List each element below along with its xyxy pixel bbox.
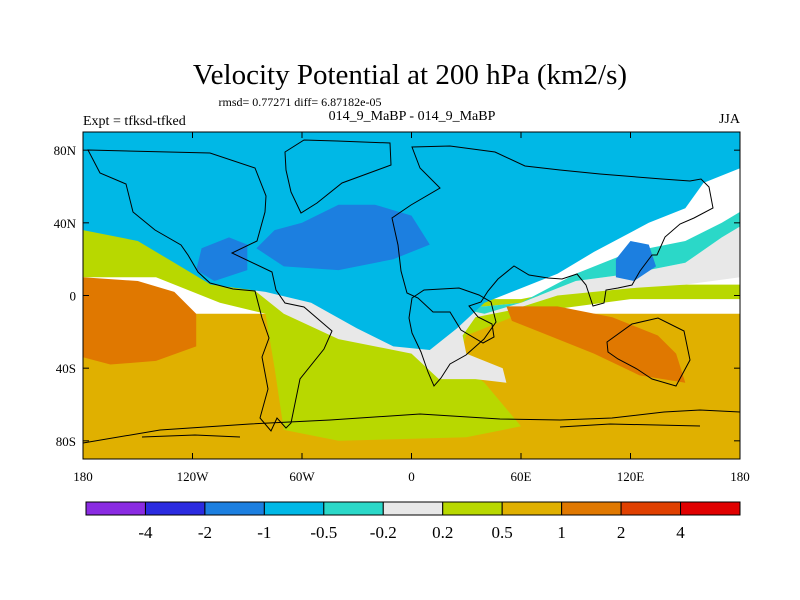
colorbar-swatch-10 bbox=[680, 501, 741, 516]
chart-title: Velocity Potential at 200 hPa (km2/s) bbox=[193, 59, 627, 91]
colorbar-label-6: 0.5 bbox=[492, 523, 513, 542]
y-tick-label-0: 80N bbox=[54, 143, 77, 158]
colorbar-label-5: 0.2 bbox=[432, 523, 453, 542]
x-tick-label-2: 60W bbox=[289, 469, 315, 484]
colorbar-label-0: -4 bbox=[138, 523, 153, 542]
contour-region-6 bbox=[196, 237, 248, 281]
colorbar-swatch-3 bbox=[263, 501, 325, 516]
colorbar-swatch-2 bbox=[204, 501, 265, 516]
contour-region-3 bbox=[83, 168, 740, 314]
colorbar: -4 -2 -1 -0.5 -0.2 0.2 0.5 1 2 4 bbox=[85, 501, 741, 542]
colorbar-swatch-6 bbox=[442, 501, 503, 516]
y-tick-label-4: 80S bbox=[56, 434, 76, 449]
colorbar-label-4: -0.2 bbox=[370, 523, 397, 542]
colorbar-swatch-0 bbox=[85, 501, 146, 516]
y-tick-label-3: 40S bbox=[56, 361, 76, 376]
x-tick-label-3: 0 bbox=[408, 469, 415, 484]
colorbar-swatch-8 bbox=[561, 501, 622, 516]
contour-region-5 bbox=[256, 204, 430, 271]
colorbar-swatch-1 bbox=[144, 501, 206, 516]
colorbar-swatch-9 bbox=[620, 501, 682, 516]
axes: 180 120W 60W 0 60E 120E 180 80N 40N 0 40S 80S bbox=[54, 132, 750, 484]
colorbar-swatch-5 bbox=[382, 501, 444, 516]
season-label: JJA bbox=[719, 112, 741, 127]
colorbar-label-9: 4 bbox=[676, 523, 685, 542]
contour-region-9 bbox=[506, 306, 686, 383]
colorbar-label-1: -2 bbox=[198, 523, 212, 542]
colorbar-label-7: 1 bbox=[557, 523, 566, 542]
contour-region-7 bbox=[615, 241, 656, 281]
x-tick-label-5: 120E bbox=[617, 469, 645, 484]
colorbar-label-8: 2 bbox=[617, 523, 626, 542]
stats-label: rmsd= 0.77271 diff= 6.87182e-05 bbox=[219, 95, 382, 109]
case-label: 014_9_MaBP - 014_9_MaBP bbox=[329, 109, 496, 124]
x-tick-label-1: 120W bbox=[177, 469, 210, 484]
x-tick-label-6: 180 bbox=[730, 469, 750, 484]
colorbar-label-2: -1 bbox=[257, 523, 271, 542]
colorbar-label-3: -0.5 bbox=[310, 523, 337, 542]
colorbar-swatch-4 bbox=[323, 501, 384, 516]
y-tick-label-1: 40N bbox=[54, 216, 77, 231]
experiment-label: Expt = tfksd-tfked bbox=[83, 114, 186, 129]
x-tick-label-0: 180 bbox=[73, 469, 93, 484]
contour-region-8 bbox=[83, 277, 197, 365]
colorbar-swatch-7 bbox=[501, 501, 563, 516]
plot-area bbox=[83, 132, 740, 459]
y-tick-label-2: 0 bbox=[70, 289, 77, 304]
x-tick-label-4: 60E bbox=[511, 469, 532, 484]
continent-outlines bbox=[83, 139, 740, 444]
